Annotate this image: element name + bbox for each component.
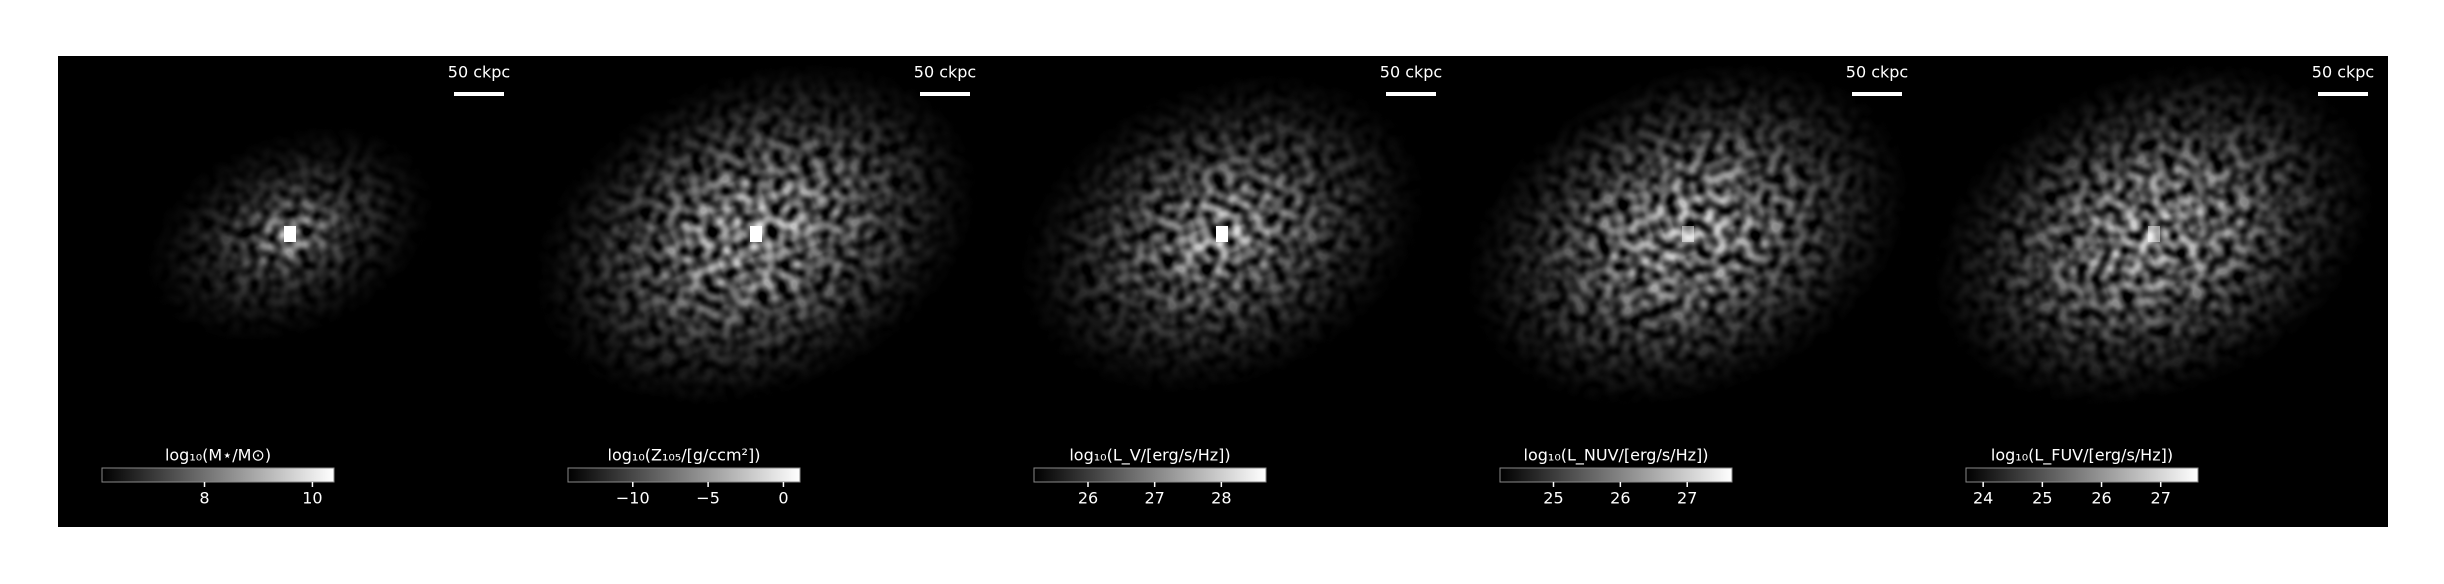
colorbar-label: log₁₀(L_NUV/[erg/s/Hz]) — [1524, 446, 1709, 466]
colorbar-label: log₁₀(L_FUV/[erg/s/Hz]) — [1991, 446, 2173, 466]
colorbar — [1499, 467, 1733, 483]
colorbar-label: log₁₀(L_V/[erg/s/Hz]) — [1069, 446, 1230, 466]
colorbar-tick-label: 10 — [302, 489, 322, 508]
galaxy-core — [1682, 226, 1694, 242]
galaxy-core — [750, 226, 762, 242]
panel: 50 ckpc log₁₀(M⋆/M⊙) 8 10 — [58, 56, 524, 527]
colorbar-tick-label: 27 — [2151, 489, 2171, 508]
galaxy-core — [1216, 226, 1228, 242]
panel: 50 ckpc log₁₀(L_FUV/[erg/s/Hz]) 24 25 26 27 — [1922, 56, 2388, 527]
colorbar — [101, 467, 335, 483]
colorbar — [567, 467, 801, 483]
scale-bar-label: 50 ckpc — [1846, 63, 1908, 82]
colorbar-label: log₁₀(Z₁₀₅/[g/ccm²]) — [608, 446, 761, 465]
colorbar-tick-label: 26 — [1078, 489, 1098, 508]
colorbar-tick-label: 25 — [1543, 489, 1563, 508]
scale-bar-label: 50 ckpc — [914, 63, 976, 82]
colorbar — [1033, 467, 1267, 483]
colorbar-tick-label: 8 — [199, 489, 209, 508]
galaxy-core — [2148, 226, 2160, 242]
map — [1019, 74, 1425, 394]
colorbar-tick-label: 27 — [1144, 489, 1164, 508]
colorbar-tick-label: 26 — [2091, 489, 2111, 508]
map — [145, 125, 435, 343]
colorbar-tick-label: 28 — [1211, 489, 1231, 508]
colorbar-tick-label: 0 — [778, 489, 788, 508]
colorbar — [1965, 467, 2199, 483]
scale-bar-label: 50 ckpc — [2312, 63, 2374, 82]
colorbar-label: log₁₀(M⋆/M⊙) — [165, 446, 271, 465]
panel: 50 ckpc log₁₀(L_V/[erg/s/Hz]) 26 27 28 — [990, 56, 1456, 527]
colorbar-tick-label: 25 — [2032, 489, 2052, 508]
map — [1466, 62, 1910, 406]
colorbar-tick-label: 27 — [1677, 489, 1697, 508]
map — [1932, 62, 2376, 406]
colorbar-tick-label: −5 — [696, 489, 720, 508]
scale-bar-label: 50 ckpc — [448, 63, 510, 82]
panel: 50 ckpc log₁₀(L_NUV/[erg/s/Hz]) 25 26 27 — [1456, 56, 1922, 527]
map — [534, 62, 978, 406]
colorbar-tick-label: −10 — [616, 489, 650, 508]
colorbar-tick-label: 26 — [1610, 489, 1630, 508]
panel: 50 ckpc log₁₀(Z₁₀₅/[g/ccm²]) −10 −5 0 — [524, 56, 990, 527]
colorbar-tick-label: 24 — [1973, 489, 1993, 508]
galaxy-core — [284, 226, 296, 242]
scale-bar-label: 50 ckpc — [1380, 63, 1442, 82]
